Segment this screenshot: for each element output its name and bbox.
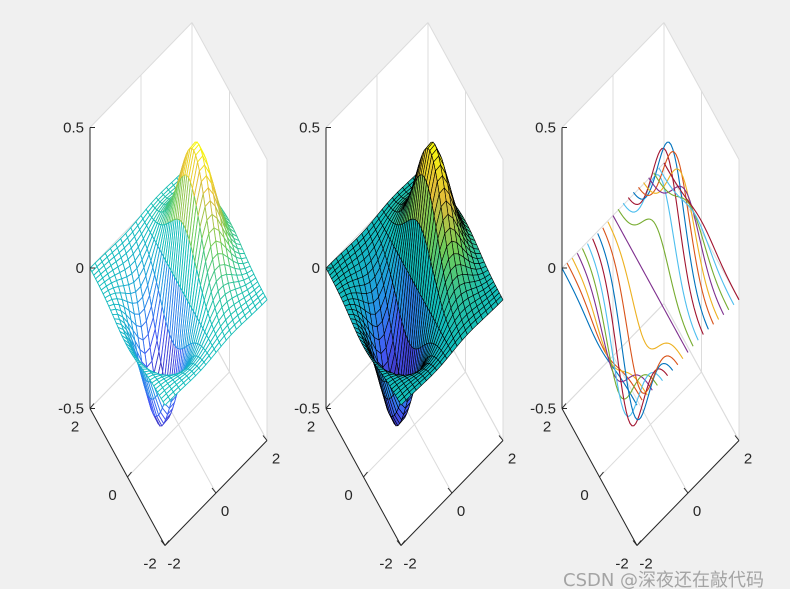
y-tick-label: -2 (615, 556, 628, 573)
line-x-1.8 (658, 167, 735, 306)
x-tick-label: 2 (744, 451, 752, 468)
line-x--0.4 (602, 227, 679, 394)
y-tick-label: 0 (580, 487, 588, 504)
line-x--2 (561, 267, 638, 406)
line-x-1.2 (643, 168, 720, 320)
y-tick-label: 0 (108, 487, 116, 504)
line-x-1.4 (648, 177, 725, 315)
x-tick-label: 0 (693, 503, 701, 520)
x-tick (396, 540, 402, 546)
mesh-cell (162, 396, 171, 406)
line-x-2 (663, 162, 740, 301)
y-tick (599, 471, 604, 478)
line-x-1.6 (653, 172, 730, 311)
x-tick-label: 0 (457, 503, 465, 520)
x-tick (160, 540, 166, 546)
z-tick-label: -0.5 (530, 401, 556, 418)
x-tick-label: -2 (167, 556, 180, 573)
line-x-0.6 (627, 147, 704, 335)
x-tick-label: 2 (272, 451, 280, 468)
surface-patch (398, 396, 407, 406)
line-x--0.8 (592, 238, 669, 427)
x-tick-label: 2 (508, 451, 516, 468)
line-x-0 (612, 215, 689, 353)
line-x--1.6 (571, 257, 648, 396)
z-tick-label: -0.5 (58, 401, 84, 418)
watermark: CSDN @深夜还在敲代码 (563, 570, 765, 589)
x-tick (262, 435, 268, 441)
z-tick-label: -0.5 (294, 401, 320, 418)
y-tick (363, 471, 368, 478)
y-tick (89, 403, 95, 409)
z-tick-label: 0.5 (535, 120, 556, 137)
x-tick (734, 435, 740, 441)
line-x-0.2 (617, 208, 694, 347)
z-tick-label: 0.5 (299, 120, 320, 137)
z-tick-label: 0.5 (63, 120, 84, 137)
y-tick (164, 540, 170, 546)
y-tick-label: -2 (143, 556, 156, 573)
grid-line (89, 22, 193, 128)
grid-line (599, 371, 702, 478)
z-tick-label: 0 (548, 260, 556, 277)
y-tick-label: 2 (543, 419, 551, 436)
z-tick-label: 0 (312, 260, 320, 277)
line-x--0.6 (597, 233, 674, 421)
x-tick (632, 540, 638, 546)
y-tick (561, 403, 567, 409)
subplot-2: 0.50-0.520-2 -202 (294, 22, 516, 573)
x-tick (498, 435, 504, 441)
grid-line (561, 22, 665, 128)
y-tick (325, 403, 331, 409)
grid-line (191, 22, 268, 160)
x-tick (211, 487, 217, 494)
y-tick-label: 2 (307, 419, 315, 436)
x-tick (447, 487, 453, 494)
x-tick-label: 0 (221, 503, 229, 520)
line-x-1 (638, 150, 715, 325)
y-tick (400, 540, 406, 546)
grid-line (663, 22, 740, 160)
grid-line (363, 371, 466, 478)
line-x-0.8 (632, 141, 709, 330)
y-tick (127, 471, 132, 478)
y-tick (636, 540, 642, 546)
y-tick-label: 0 (344, 487, 352, 504)
line-x--1 (586, 243, 663, 418)
x-tick-label: -2 (639, 556, 652, 573)
grid-line (325, 22, 429, 128)
x-tick (683, 487, 689, 494)
x-tick-label: -2 (403, 556, 416, 573)
grid-line (127, 371, 230, 478)
y-tick-label: 2 (71, 419, 79, 436)
subplot-1: 0.50-0.520-2 -202 (58, 22, 280, 573)
subplot-3: 0.50-0.520-2 -202 (530, 22, 752, 573)
grid-line (663, 303, 740, 441)
grid-line (427, 22, 504, 160)
line-x--0.2 (607, 221, 684, 360)
grid-line (663, 162, 740, 301)
line-x--1.8 (566, 262, 643, 401)
z-tick-label: 0 (76, 260, 84, 277)
y-tick-label: -2 (379, 556, 392, 573)
line-x--1.4 (576, 253, 653, 391)
